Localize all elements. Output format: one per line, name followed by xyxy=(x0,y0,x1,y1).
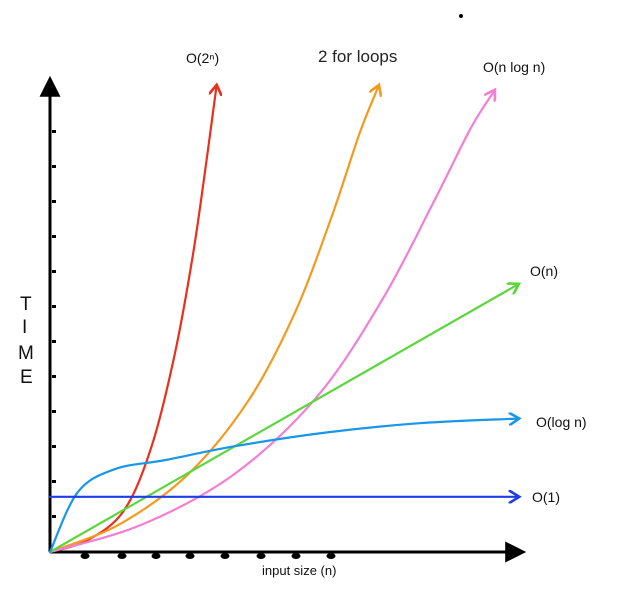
y-tick xyxy=(52,270,56,273)
series-label: O(n log n) xyxy=(483,59,545,75)
series-label: O(2ⁿ) xyxy=(186,50,219,66)
series-line xyxy=(48,419,517,554)
axes xyxy=(39,75,527,563)
x-tick xyxy=(256,553,266,559)
y-axis-label-letter: E xyxy=(20,367,33,388)
series-label: O(log n) xyxy=(536,414,587,430)
series-labels: O(2ⁿ) O(n log n) O(n) O(log n) O(1) xyxy=(186,50,587,505)
x-axis-ticks xyxy=(80,553,336,559)
series-line xyxy=(48,92,494,554)
x-axis-label: input size (n) xyxy=(262,563,336,578)
series-line xyxy=(48,87,216,554)
y-tick xyxy=(52,340,56,343)
y-axis-ticks xyxy=(52,130,56,518)
y-tick xyxy=(52,515,56,518)
x-tick xyxy=(80,553,90,559)
y-axis-label-letter: T xyxy=(20,294,32,315)
y-tick xyxy=(52,305,56,308)
series-label: O(1) xyxy=(532,489,560,505)
x-tick xyxy=(291,553,301,559)
series-layer xyxy=(48,87,517,554)
x-tick xyxy=(326,553,336,559)
series-label: O(n) xyxy=(530,263,558,279)
series-line xyxy=(48,87,378,554)
y-tick xyxy=(52,375,56,378)
y-tick xyxy=(52,130,56,133)
x-tick xyxy=(185,553,195,559)
y-tick xyxy=(52,480,56,483)
stray-dot xyxy=(459,14,463,18)
x-tick xyxy=(151,553,161,559)
x-tick xyxy=(220,553,230,559)
y-tick xyxy=(52,410,56,413)
chart-title: 2 for loops xyxy=(318,47,397,66)
y-tick xyxy=(52,165,56,168)
y-tick xyxy=(52,200,56,203)
series-line xyxy=(48,285,517,554)
x-tick xyxy=(117,553,127,559)
y-axis-label-letter: M xyxy=(18,343,34,364)
y-tick xyxy=(52,445,56,448)
y-axis-label-letter: I xyxy=(22,317,27,338)
y-axis-label: T I M E xyxy=(18,294,34,388)
y-tick xyxy=(52,235,56,238)
